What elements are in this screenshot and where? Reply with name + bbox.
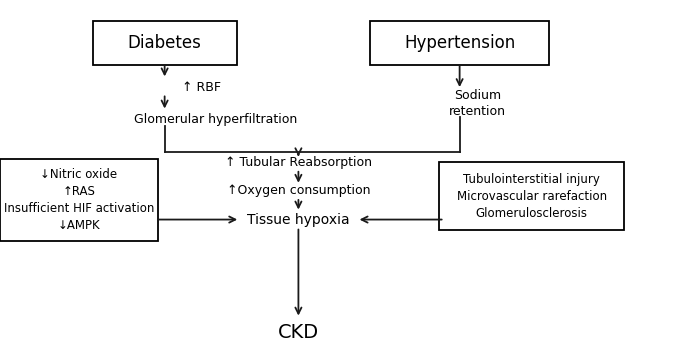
Text: Sodium
retention: Sodium retention <box>449 89 506 118</box>
Text: ↑Oxygen consumption: ↑Oxygen consumption <box>226 185 370 197</box>
Text: Diabetes: Diabetes <box>128 34 202 52</box>
Text: ↓Nitric oxide
↑RAS
Insufficient HIF activation
↓AMPK: ↓Nitric oxide ↑RAS Insufficient HIF acti… <box>3 168 154 232</box>
Text: CKD: CKD <box>278 322 319 342</box>
Text: Tissue hypoxia: Tissue hypoxia <box>247 212 350 227</box>
Text: ↑ Tubular Reabsorption: ↑ Tubular Reabsorption <box>225 156 372 169</box>
Text: Hypertension: Hypertension <box>404 34 515 52</box>
Text: Glomerular hyperfiltration: Glomerular hyperfiltration <box>134 113 297 126</box>
FancyBboxPatch shape <box>0 159 158 241</box>
FancyBboxPatch shape <box>439 162 624 230</box>
Text: Tubulointerstitial injury
Microvascular rarefaction
Glomerulosclerosis: Tubulointerstitial injury Microvascular … <box>457 173 606 220</box>
FancyBboxPatch shape <box>370 20 549 65</box>
Text: ↑ RBF: ↑ RBF <box>182 81 221 94</box>
FancyBboxPatch shape <box>93 20 237 65</box>
